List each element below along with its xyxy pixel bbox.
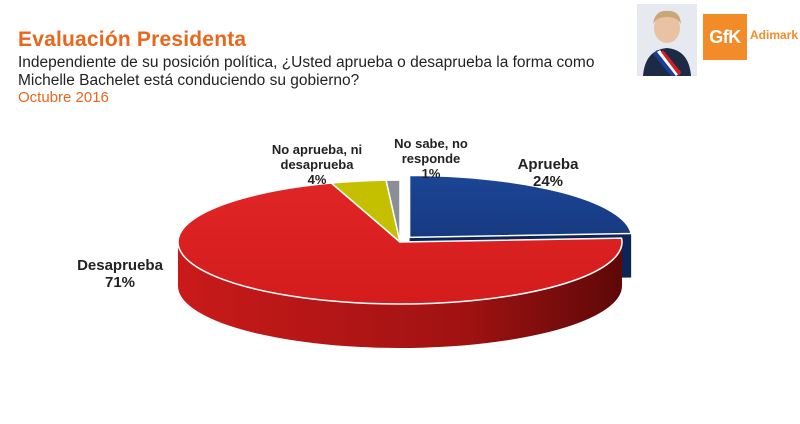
gfk-logo-icon: GfK — [703, 14, 747, 60]
president-photo-icon — [637, 4, 697, 76]
slice-name-ni: desaprueba — [281, 157, 355, 172]
pie-rim-desaprueba — [178, 242, 622, 348]
slice-name-aprueba: Aprueba — [518, 156, 580, 173]
slice-value-aprueba: 24% — [533, 173, 563, 190]
question-line-2: Michelle Bachelet está conduciendo su go… — [18, 72, 360, 89]
slice-value-ns: 1% — [422, 166, 441, 181]
slice-label-ns: No sabe, no responde 1% — [394, 136, 468, 181]
pie-slice-desaprueba — [177, 182, 623, 305]
slice-value-ni: 4% — [308, 172, 327, 187]
pie-slice-ns — [385, 179, 401, 243]
slice-name-desaprueba: Desaprueba — [77, 257, 164, 274]
slice-label-aprueba: Aprueba 24% — [518, 156, 580, 190]
pie-slice-aprueba — [408, 174, 632, 239]
question-line-1: Independiente de su posición política, ¿… — [18, 54, 595, 71]
gfk-adimark-logo: GfK Adimark — [703, 14, 800, 62]
survey-question: Independiente de su posición política, ¿… — [18, 54, 618, 90]
slice-label-desaprueba: Desaprueba 71% — [77, 257, 164, 291]
portrait-icon — [637, 4, 697, 76]
survey-date: Octubre 2016 — [18, 89, 109, 106]
slice-name-ns: responde — [402, 151, 461, 166]
slice-name-ni: No aprueba, ni — [272, 142, 362, 157]
chart-title: Evaluación Presidenta — [18, 28, 247, 51]
slice-label-ni: No aprueba, ni desaprueba 4% — [272, 142, 362, 187]
slice-value-desaprueba: 71% — [105, 274, 135, 291]
slice-name-ns: No sabe, no — [394, 136, 468, 151]
adimark-wordmark: Adimark — [750, 28, 799, 42]
